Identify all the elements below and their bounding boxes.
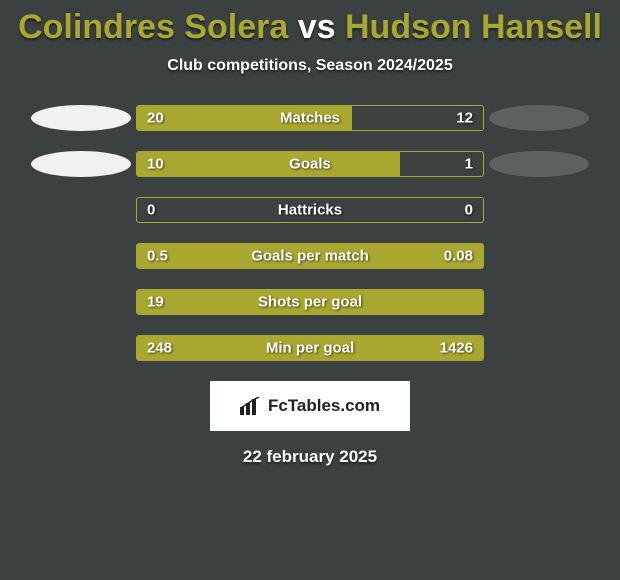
stat-left-value: 248 [147, 340, 172, 357]
stat-row: 0 Hattricks 0 [0, 197, 620, 223]
stat-bar-fill [137, 152, 400, 176]
stat-label: Matches [280, 110, 340, 127]
stat-row: 248 Min per goal 1426 [0, 335, 620, 361]
stat-left-value: 0.5 [147, 248, 168, 265]
right-avatar-slot [484, 151, 594, 177]
stat-right-value: 0.08 [444, 248, 473, 265]
logo-box: FcTables.com [210, 381, 410, 431]
player1-name: Colindres Solera [18, 8, 288, 46]
logo-text: FcTables.com [268, 396, 380, 416]
stat-row: 20 Matches 12 [0, 105, 620, 131]
stat-row: 10 Goals 1 [0, 151, 620, 177]
left-avatar-slot [26, 151, 136, 177]
stat-right-value: 1 [465, 156, 473, 173]
stat-left-value: 0 [147, 202, 155, 219]
stat-right-value: 0 [465, 202, 473, 219]
date-text: 22 february 2025 [0, 447, 620, 467]
player1-avatar [31, 105, 131, 131]
player2-name: Hudson Hansell [345, 8, 602, 46]
stat-bar: 248 Min per goal 1426 [136, 335, 484, 361]
stat-label: Goals [289, 156, 331, 173]
stat-right-value: 12 [456, 110, 473, 127]
stat-left-value: 19 [147, 294, 164, 311]
stat-row: 19 Shots per goal [0, 289, 620, 315]
stat-bar: 0.5 Goals per match 0.08 [136, 243, 484, 269]
stat-label: Shots per goal [258, 294, 362, 311]
stat-label: Min per goal [266, 340, 354, 357]
player2-avatar [489, 105, 589, 131]
stat-right-value: 1426 [440, 340, 473, 357]
subtitle: Club competitions, Season 2024/2025 [0, 57, 620, 75]
right-avatar-slot [484, 105, 594, 131]
stat-left-value: 20 [147, 110, 164, 127]
stat-bar: 20 Matches 12 [136, 105, 484, 131]
vs-separator: vs [298, 8, 336, 46]
stat-left-value: 10 [147, 156, 164, 173]
comparison-title: Colindres Solera vs Hudson Hansell [0, 0, 620, 47]
stat-label: Goals per match [251, 248, 369, 265]
stat-bar: 10 Goals 1 [136, 151, 484, 177]
player1-avatar [31, 151, 131, 177]
left-avatar-slot [26, 105, 136, 131]
stat-row: 0.5 Goals per match 0.08 [0, 243, 620, 269]
stat-label: Hattricks [278, 202, 342, 219]
player2-avatar [489, 151, 589, 177]
stats-rows: 20Matches1210Goals10Hattricks00.5Goals p… [0, 105, 620, 361]
stat-bar: 19 Shots per goal [136, 289, 484, 315]
stat-bar: 0 Hattricks 0 [136, 197, 484, 223]
bar-chart-icon [240, 397, 262, 415]
